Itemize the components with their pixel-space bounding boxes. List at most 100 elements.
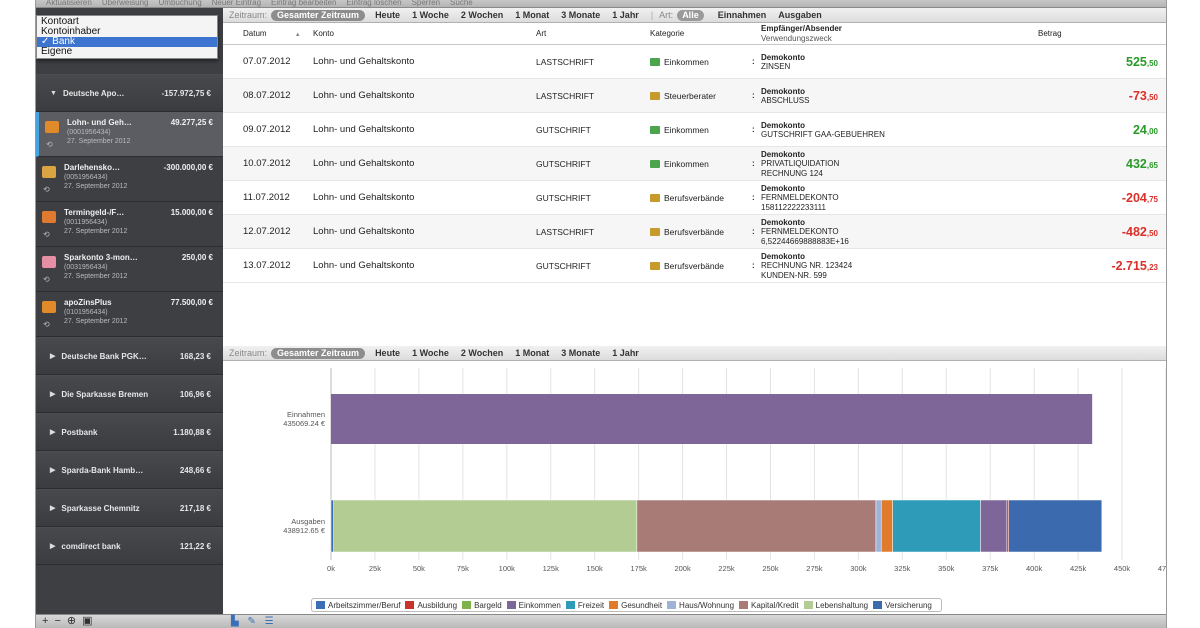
col-art[interactable]: Art	[536, 29, 547, 38]
account-item[interactable]: ⟲ Darlehensko… -300.000,00 € (0051956434) 27…	[36, 157, 223, 202]
legend-item[interactable]: Arbeitszimmer/Beruf	[316, 601, 400, 610]
disclosure-closed-icon[interactable]: ▶	[50, 543, 56, 550]
toolbar-item-2[interactable]: Umbuchung	[158, 0, 202, 7]
disclosure-closed-icon[interactable]: ▶	[50, 505, 56, 512]
settings-button[interactable]: ▣	[82, 615, 93, 627]
account-item[interactable]: ⟲ Termingeld-/F… 15.000,00 € (0011956434) 27…	[36, 202, 223, 247]
sync-icon[interactable]: ⟲	[43, 185, 50, 194]
filter-option[interactable]: 1 Woche	[412, 348, 449, 358]
legend-swatch	[405, 601, 415, 609]
sidebar-group[interactable]: ▶ Die Sparkasse Bremen 106,96 €	[36, 375, 223, 413]
filter-option[interactable]: 1 Monat	[515, 10, 550, 20]
col-kategorie[interactable]: Kategorie	[650, 29, 685, 38]
col-datum[interactable]: Datum ▲	[243, 29, 301, 38]
account-item[interactable]: ⟲ Sparkonto 3-mon… 250,00 € (0031956434) 27.…	[36, 247, 223, 292]
disclosure-closed-icon[interactable]: ▶	[50, 429, 56, 436]
col-betrag[interactable]: Betrag	[1038, 29, 1062, 38]
info-button[interactable]: ⊕	[66, 615, 77, 627]
sidebar-group[interactable]: ▶ Sparkasse Chemnitz 217,18 €	[36, 489, 223, 527]
toolbar-item-0[interactable]: Aktualisieren	[46, 0, 92, 7]
add-account-button[interactable]: +	[42, 615, 49, 627]
col-empfaenger[interactable]: Empfänger/Absender	[761, 24, 842, 33]
toolbar-item-4[interactable]: Eintrag bearbeiten	[271, 0, 337, 7]
popup-option[interactable]: Eigene	[41, 46, 73, 57]
filter-selected-pill[interactable]: Gesamter Zeitraum	[271, 9, 366, 21]
legend-label: Gesundheit	[621, 600, 663, 610]
filter-option[interactable]: 1 Jahr	[612, 10, 639, 20]
toolbar-item-7[interactable]: Suche	[450, 0, 473, 7]
sidebar-group[interactable]: ▶ Postbank 1.180,88 €	[36, 413, 223, 451]
toolbar-item-5[interactable]: Eintrag löschen	[346, 0, 402, 7]
sync-icon[interactable]: ⟲	[43, 320, 50, 329]
account-item[interactable]: ⟲ apoZinsPlus 77.500,00 € (0101956434) 27. S…	[36, 292, 223, 337]
sidebar-group[interactable]: ▶ Deutsche Bank PGK… 168,23 €	[36, 337, 223, 375]
list-icon[interactable]: ☰	[264, 616, 274, 627]
col-konto[interactable]: Konto	[313, 29, 334, 38]
betrag-cents: ,50	[1146, 93, 1158, 102]
col-verwendungszweck[interactable]: Verwendungszweck	[761, 34, 832, 43]
table-row[interactable]: 10.07.2012 Lohn- und Gehaltskonto GUTSCHRI…	[223, 147, 1166, 181]
cell-empfaenger: : Demokonto ABSCHLUSS	[752, 79, 809, 113]
sync-icon[interactable]: ⟲	[43, 230, 50, 239]
account-date: 27. September 2012	[64, 273, 128, 280]
toolbar-item-3[interactable]: Neuer Eintrag	[211, 0, 262, 7]
remove-account-button[interactable]: −	[54, 615, 61, 627]
legend-item[interactable]: Bargeld	[462, 601, 502, 610]
filter-option[interactable]: 2 Wochen	[460, 10, 504, 20]
chart-view-icon[interactable]: ▙	[231, 616, 239, 627]
category-label: Berufsverbände	[664, 193, 725, 203]
popup-option[interactable]: Kontoinhaber	[41, 26, 101, 37]
account-list: ⟲ Lohn- und Geh… 49.277,25 € (0001956434) 27…	[36, 112, 223, 337]
filter-option[interactable]: 3 Monate	[561, 348, 601, 358]
filter-option[interactable]: 2 Wochen	[460, 348, 504, 358]
legend-item[interactable]: Lebenshaltung	[803, 601, 868, 610]
disclosure-open-icon[interactable]: ▼	[50, 89, 57, 97]
sidebar-group-deutsche-apo[interactable]: ▼ Deutsche Apo… -157.972,75 €	[36, 74, 223, 112]
sync-icon[interactable]: ⟲	[46, 140, 53, 149]
filter-option[interactable]: 3 Monate	[561, 10, 601, 20]
filter-selected-pill[interactable]: Gesamter Zeitraum	[271, 347, 366, 359]
toolbar-item-1[interactable]: Überweisung	[101, 0, 149, 7]
disclosure-closed-icon[interactable]: ▶	[50, 467, 56, 474]
table-row[interactable]: 09.07.2012 Lohn- und Gehaltskonto GUTSCHRI…	[223, 113, 1166, 147]
popup-option[interactable]: ✓ Bank	[37, 37, 217, 47]
table-row[interactable]: 08.07.2012 Lohn- und Gehaltskonto LASTSCHR…	[223, 79, 1166, 113]
sync-icon[interactable]: ⟲	[43, 275, 50, 284]
grouping-popup-menu[interactable]: Kontoart Kontoinhaber ✓ Bank Eigene	[36, 15, 218, 59]
category-icon	[650, 228, 660, 236]
legend-item[interactable]: Freizeit	[565, 601, 604, 610]
account-item[interactable]: ⟲ Lohn- und Geh… 49.277,25 € (0001956434) 27…	[36, 112, 223, 157]
table-row[interactable]: 13.07.2012 Lohn- und Gehaltskonto GUTSCHRI…	[223, 249, 1166, 283]
filter-option[interactable]: Heute	[375, 10, 401, 20]
table-row[interactable]: 11.07.2012 Lohn- und Gehaltskonto GUTSCHRI…	[223, 181, 1166, 215]
account-balance: 49.277,25 €	[170, 118, 213, 127]
legend-item[interactable]: Ausbildung	[405, 601, 457, 610]
edit-icon[interactable]: ✎	[247, 616, 256, 627]
table-row[interactable]: 07.07.2012 Lohn- und Gehaltskonto LASTSCHR…	[223, 45, 1166, 79]
table-row[interactable]: 12.07.2012 Lohn- und Gehaltskonto LASTSCHR…	[223, 215, 1166, 249]
filter-option[interactable]: 1 Monat	[515, 348, 550, 358]
cell-empfaenger: : Demokonto RECHNUNG NR. 123424 KUNDEN-NR. …	[752, 249, 852, 283]
popup-option[interactable]: Kontoart	[41, 16, 79, 27]
filter-option[interactable]: 1 Jahr	[612, 348, 639, 358]
x-tick-label: 325k	[894, 564, 911, 573]
art-selected-pill[interactable]: Alle	[677, 9, 704, 21]
art-option[interactable]: Ausgaben	[778, 10, 822, 20]
disclosure-closed-icon[interactable]: ▶	[50, 353, 56, 360]
chart-panel: Zeitraum: Gesamter Zeitraum Heute 1 Woche 2 …	[223, 346, 1167, 628]
x-tick-label: 375k	[982, 564, 999, 573]
disclosure-closed-icon[interactable]: ▶	[50, 391, 56, 398]
art-option[interactable]: Einnahmen	[717, 10, 767, 20]
legend-item[interactable]: Haus/Wohnung	[667, 601, 734, 610]
filter-option[interactable]: 1 Woche	[412, 10, 449, 20]
toolbar-item-6[interactable]: Sperren	[411, 0, 441, 7]
legend-item[interactable]: Versicherung	[873, 601, 932, 610]
sidebar-group-amount: 1.180,88 €	[173, 427, 211, 437]
sidebar-group[interactable]: ▶ comdirect bank 121,22 €	[36, 527, 223, 565]
legend-item[interactable]: Kapital/Kredit	[739, 601, 799, 610]
legend-item[interactable]: Einkommen	[506, 601, 561, 610]
x-tick-label: 475k	[1158, 564, 1167, 573]
sidebar-group[interactable]: ▶ Sparda-Bank Hamb… 248,66 €	[36, 451, 223, 489]
filter-option[interactable]: Heute	[375, 348, 401, 358]
legend-item[interactable]: Gesundheit	[609, 601, 662, 610]
